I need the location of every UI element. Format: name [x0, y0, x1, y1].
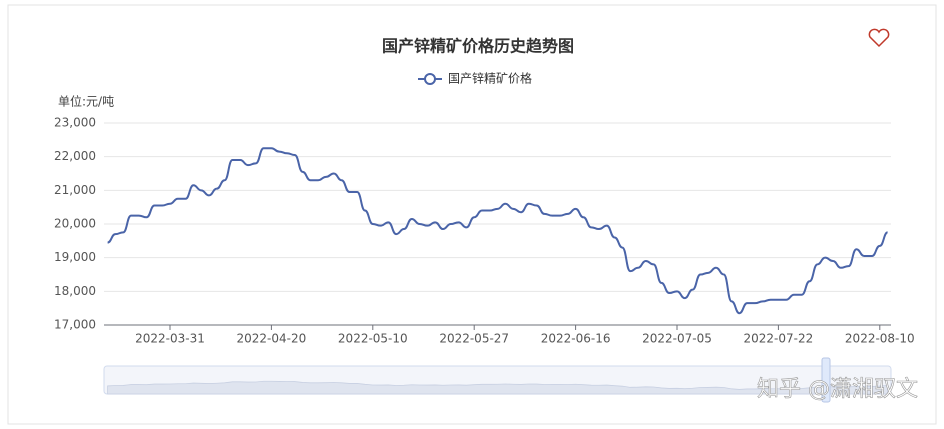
zoom-preview	[107, 380, 888, 395]
y-tick-label: 23,000	[54, 116, 96, 130]
x-tick-label: 2022-07-05	[642, 332, 712, 346]
frame	[7, 4, 937, 425]
y-tick-label: 17,000	[54, 318, 96, 332]
y-tick-label: 18,000	[54, 284, 96, 298]
x-tick-label: 2022-07-22	[744, 332, 814, 346]
x-tick-label: 2022-05-27	[439, 332, 509, 346]
x-tick-label: 2022-04-20	[237, 332, 307, 346]
x-tick-label: 2022-03-31	[135, 332, 205, 346]
unit-label: 单位:元/吨	[58, 94, 114, 109]
y-tick-label: 20,000	[54, 217, 96, 231]
chart-title: 国产锌精矿价格历史趋势图	[382, 37, 574, 56]
x-tick-label: 2022-06-16	[541, 332, 611, 346]
zoom-handle	[821, 357, 831, 403]
legend-label: 国产锌精矿价格	[448, 71, 532, 86]
legend-marker	[424, 73, 436, 85]
y-tick-label: 22,000	[54, 149, 96, 163]
watermark: 知乎 @潇湘驭文	[757, 377, 918, 402]
series-line	[107, 147, 888, 315]
y-tick-label: 19,000	[54, 250, 96, 264]
x-tick-label: 2022-08-10	[845, 332, 915, 346]
favorite-icon[interactable]	[868, 28, 890, 48]
y-tick-label: 21,000	[54, 183, 96, 197]
x-tick-label: 2022-05-10	[338, 332, 408, 346]
